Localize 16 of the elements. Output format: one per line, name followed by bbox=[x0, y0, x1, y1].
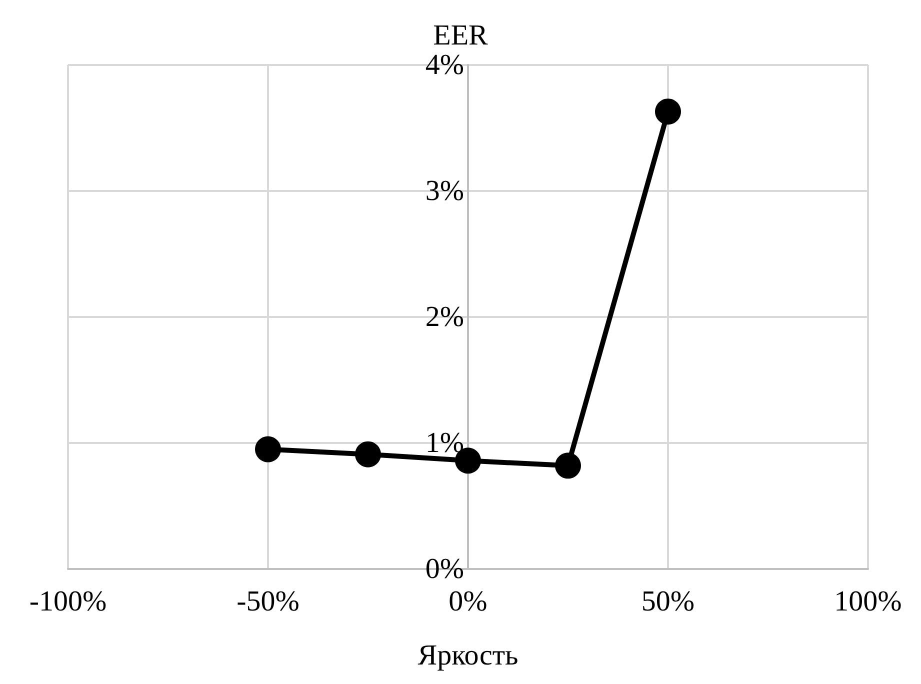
x-tick-label: 100% bbox=[834, 586, 902, 618]
y-tick-label: 3% bbox=[425, 175, 464, 207]
point bbox=[655, 98, 681, 125]
y-tick-label: 2% bbox=[425, 301, 464, 333]
y-tick-label: 0% bbox=[425, 553, 464, 585]
point bbox=[355, 441, 381, 468]
chart-title: EER bbox=[433, 20, 489, 52]
x-axis-title: Яркость bbox=[418, 640, 518, 672]
x-tick-label: 50% bbox=[641, 586, 695, 618]
x-tick-label: -100% bbox=[29, 586, 107, 618]
point bbox=[255, 436, 281, 462]
x-tick-label: -50% bbox=[236, 586, 300, 618]
y-tick-label: 1% bbox=[425, 427, 464, 459]
y-tick-label: 4% bbox=[425, 49, 464, 81]
x-tick-label: 0% bbox=[448, 586, 488, 618]
point bbox=[555, 452, 581, 479]
